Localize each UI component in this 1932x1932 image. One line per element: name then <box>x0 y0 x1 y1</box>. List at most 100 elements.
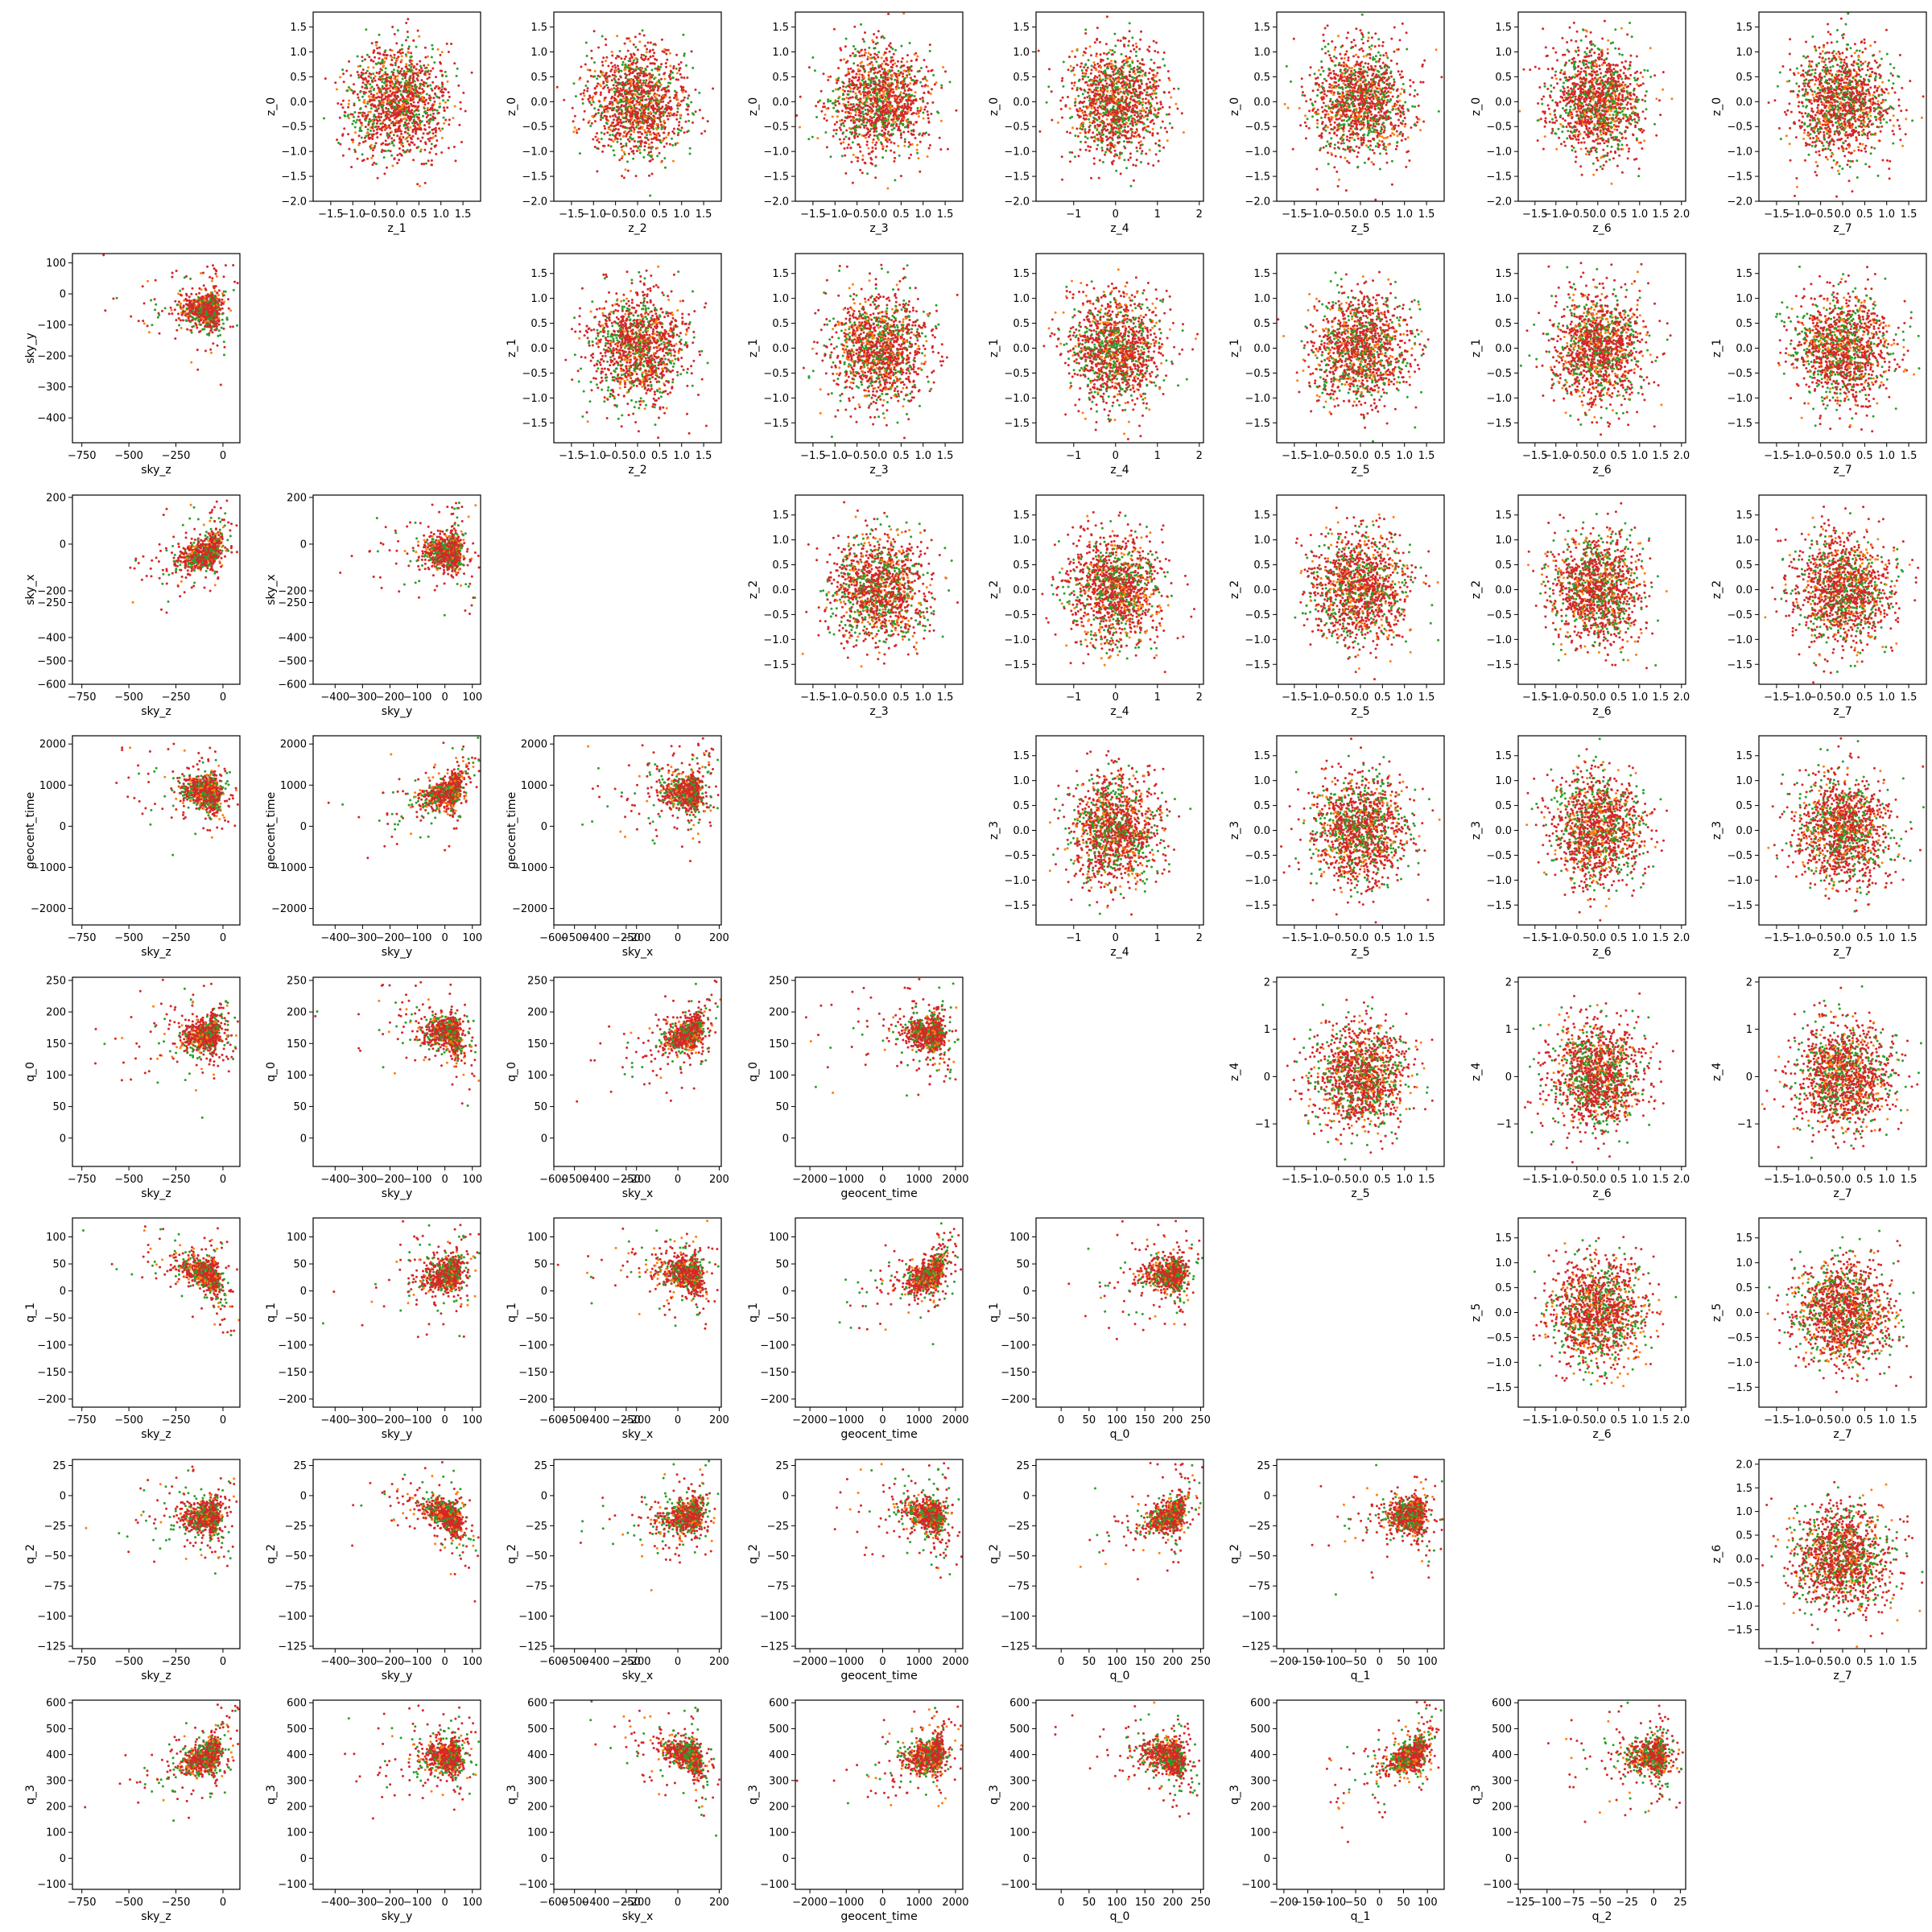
data-point <box>212 331 214 333</box>
data-point <box>211 553 213 555</box>
data-point <box>188 307 190 309</box>
data-point <box>456 533 458 535</box>
data-point <box>397 540 399 543</box>
data-point <box>161 310 163 312</box>
data-point <box>186 328 188 331</box>
data-point <box>431 504 434 506</box>
panel-sky_x-vs-sky_y: −400−300−200−100 0 100−600−500−400−250−200… <box>265 492 482 718</box>
data-point <box>175 569 177 572</box>
data-point <box>178 324 180 327</box>
data-point <box>203 524 205 526</box>
data-point <box>130 316 132 318</box>
data-point <box>205 552 208 555</box>
data-point <box>447 573 449 576</box>
data-point <box>184 312 187 315</box>
data-point <box>221 308 224 310</box>
data-point <box>463 572 465 575</box>
data-point <box>165 549 167 551</box>
data-point <box>186 308 188 310</box>
data-point <box>211 509 213 511</box>
data-point <box>205 314 208 316</box>
data-point <box>203 306 205 308</box>
data-point <box>208 556 211 559</box>
data-point <box>188 518 191 520</box>
data-point <box>202 312 204 315</box>
data-point <box>223 328 225 330</box>
data-point <box>395 550 398 552</box>
data-point <box>142 285 144 287</box>
data-point <box>217 547 219 550</box>
data-point <box>191 538 193 540</box>
data-point <box>188 317 190 320</box>
data-point <box>424 559 427 561</box>
data-point <box>132 601 134 604</box>
data-point <box>112 298 114 300</box>
data-point <box>188 295 191 298</box>
data-point <box>204 349 207 352</box>
data-point <box>210 528 213 530</box>
data-point <box>192 302 195 304</box>
data-point <box>166 508 168 510</box>
data-point <box>432 539 435 541</box>
data-point <box>210 511 213 514</box>
data-point <box>213 295 215 297</box>
data-point <box>206 266 208 268</box>
data-point <box>142 555 145 558</box>
data-point <box>186 295 188 297</box>
data-point <box>230 522 233 525</box>
data-point <box>191 568 193 570</box>
data-point <box>141 579 143 581</box>
data-point <box>209 314 212 316</box>
data-point <box>174 308 176 311</box>
data-point <box>226 539 229 541</box>
data-point <box>185 299 188 301</box>
data-point <box>210 517 213 519</box>
data-point <box>214 307 217 309</box>
data-point <box>464 532 467 535</box>
data-point <box>171 572 174 575</box>
data-point <box>209 568 212 571</box>
data-point <box>211 291 213 294</box>
data-point <box>225 550 228 552</box>
data-point <box>221 535 223 538</box>
data-point <box>446 506 448 508</box>
data-point <box>204 299 206 302</box>
data-point <box>182 552 184 555</box>
data-point <box>158 314 160 316</box>
data-point <box>208 276 211 279</box>
data-point <box>193 551 196 554</box>
data-point <box>417 565 419 568</box>
data-point <box>451 506 453 509</box>
data-point <box>198 545 200 547</box>
data-point <box>194 565 196 568</box>
data-point <box>409 560 411 563</box>
data-point <box>214 551 217 554</box>
data-point <box>468 585 470 588</box>
data-point <box>171 551 173 554</box>
data-point <box>170 307 172 309</box>
data-point <box>385 526 387 528</box>
data-point <box>415 522 417 524</box>
data-point <box>177 292 180 295</box>
data-point <box>182 311 184 313</box>
data-point <box>134 559 137 562</box>
data-point <box>218 329 221 332</box>
data-point <box>204 308 207 311</box>
data-point <box>222 526 225 528</box>
data-point <box>191 332 193 334</box>
data-point <box>221 557 223 559</box>
data-point <box>163 514 165 516</box>
data-point <box>193 299 196 302</box>
data-point <box>159 550 162 552</box>
data-point <box>205 562 208 564</box>
panel-background <box>72 495 240 684</box>
data-point <box>469 613 471 615</box>
data-point <box>177 543 180 545</box>
data-point <box>225 500 228 502</box>
data-point <box>218 319 221 321</box>
data-point <box>221 299 223 301</box>
data-point <box>477 555 480 557</box>
data-point <box>173 557 175 559</box>
data-point <box>192 325 195 328</box>
data-point <box>183 556 185 559</box>
